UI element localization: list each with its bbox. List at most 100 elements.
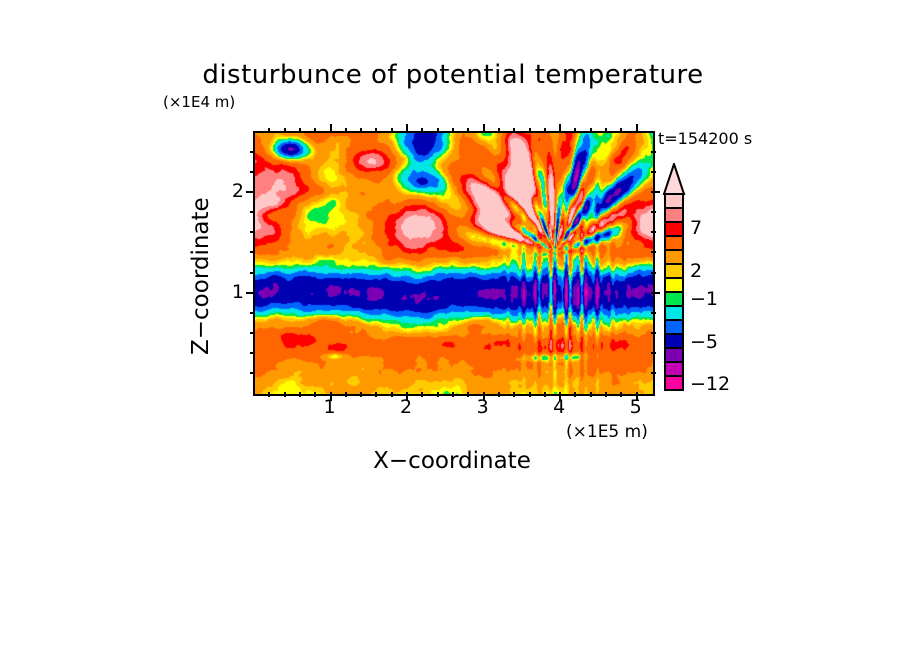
x-tick-top — [590, 128, 592, 133]
y-tick-right — [651, 332, 656, 334]
y-tick-right — [651, 251, 656, 253]
x-tick-top — [483, 124, 485, 133]
x-tick — [406, 392, 408, 401]
y-tick-label: 2 — [231, 180, 244, 203]
x-tick-top — [345, 128, 347, 133]
x-tick-top — [605, 128, 607, 133]
y-tick — [250, 272, 255, 274]
x-tick-top — [406, 124, 408, 133]
x-tick-label: 5 — [629, 396, 642, 418]
y-tick-right — [651, 171, 656, 173]
colorbar-band — [666, 237, 682, 251]
x-tick-label: 2 — [400, 396, 413, 418]
x-tick-top — [467, 128, 469, 133]
z-axis-units-label: (×1E4 m) — [163, 93, 236, 111]
time-annotation: t=154200 s — [658, 129, 753, 148]
colorbar-band — [666, 377, 682, 389]
colorbar-tick-label: −12 — [690, 372, 731, 395]
x-tick — [590, 392, 592, 397]
y-tick — [250, 151, 255, 153]
y-tick — [250, 171, 255, 173]
x-tick — [375, 392, 377, 397]
x-axis-title: X−coordinate — [373, 448, 531, 474]
colorbar-band — [666, 195, 682, 209]
x-tick-top — [620, 128, 622, 133]
y-tick-label: 1 — [231, 280, 244, 303]
x-tick-top — [360, 128, 362, 133]
x-tick — [559, 392, 561, 401]
y-tick-right — [651, 211, 656, 213]
x-tick — [636, 392, 638, 401]
x-tick-top — [544, 128, 546, 133]
colorbar-band — [666, 363, 682, 377]
x-tick — [437, 392, 439, 397]
x-tick — [421, 392, 423, 397]
x-tick-top — [284, 128, 286, 133]
colorbar-tick-label: −1 — [690, 288, 719, 311]
contour-field-canvas — [255, 133, 653, 394]
x-tick — [574, 392, 576, 397]
x-tick-top — [299, 128, 301, 133]
x-tick-label: 4 — [553, 396, 566, 418]
colorbar-arrow-icon — [662, 163, 686, 195]
x-tick — [513, 392, 515, 397]
y-tick-right — [651, 372, 656, 374]
x-tick-top — [498, 128, 500, 133]
colorbar-tick-label: 7 — [690, 217, 703, 240]
x-tick-top — [330, 124, 332, 133]
y-tick — [250, 372, 255, 374]
colorbar-band — [666, 279, 682, 293]
x-tick — [529, 392, 531, 397]
colorbar — [661, 163, 687, 391]
y-tick — [250, 251, 255, 253]
plot-area — [253, 131, 655, 396]
colorbar-bands — [664, 193, 684, 391]
y-axis-title: Z−coordinate — [188, 197, 214, 355]
x-tick — [605, 392, 607, 397]
colorbar-band — [666, 307, 682, 321]
x-tick-label: 3 — [476, 396, 489, 418]
x-tick-top — [437, 128, 439, 133]
x-tick-top — [375, 128, 377, 133]
y-tick — [250, 352, 255, 354]
colorbar-band — [666, 321, 682, 335]
x-tick — [284, 392, 286, 397]
x-tick-top — [513, 128, 515, 133]
colorbar-tick-label: 2 — [690, 259, 703, 282]
x-tick-top — [268, 128, 270, 133]
colorbar-band — [666, 223, 682, 237]
x-tick — [467, 392, 469, 397]
colorbar-band — [666, 265, 682, 279]
y-tick-right — [651, 352, 656, 354]
colorbar-tick-label: −5 — [690, 330, 719, 353]
y-tick — [250, 312, 255, 314]
y-tick-right — [651, 292, 660, 294]
x-tick-top — [391, 128, 393, 133]
x-tick — [620, 392, 622, 397]
colorbar-band — [666, 209, 682, 223]
x-tick-top — [636, 124, 638, 133]
x-tick-top — [452, 128, 454, 133]
x-tick-top — [574, 128, 576, 133]
y-tick-right — [651, 191, 660, 193]
x-tick-top — [314, 128, 316, 133]
x-tick — [268, 392, 270, 397]
y-tick-right — [651, 231, 656, 233]
y-tick-right — [651, 151, 656, 153]
x-tick — [330, 392, 332, 401]
x-tick-top — [529, 128, 531, 133]
colorbar-band — [666, 293, 682, 307]
y-tick-right — [651, 272, 656, 274]
x-tick — [360, 392, 362, 397]
colorbar-band — [666, 349, 682, 363]
y-tick — [250, 231, 255, 233]
x-tick — [345, 392, 347, 397]
x-tick-top — [559, 124, 561, 133]
x-tick — [544, 392, 546, 397]
colorbar-band — [666, 335, 682, 349]
x-axis-units-label: (×1E5 m) — [566, 422, 648, 442]
y-tick — [246, 191, 255, 193]
x-tick — [391, 392, 393, 397]
y-tick-right — [651, 312, 656, 314]
